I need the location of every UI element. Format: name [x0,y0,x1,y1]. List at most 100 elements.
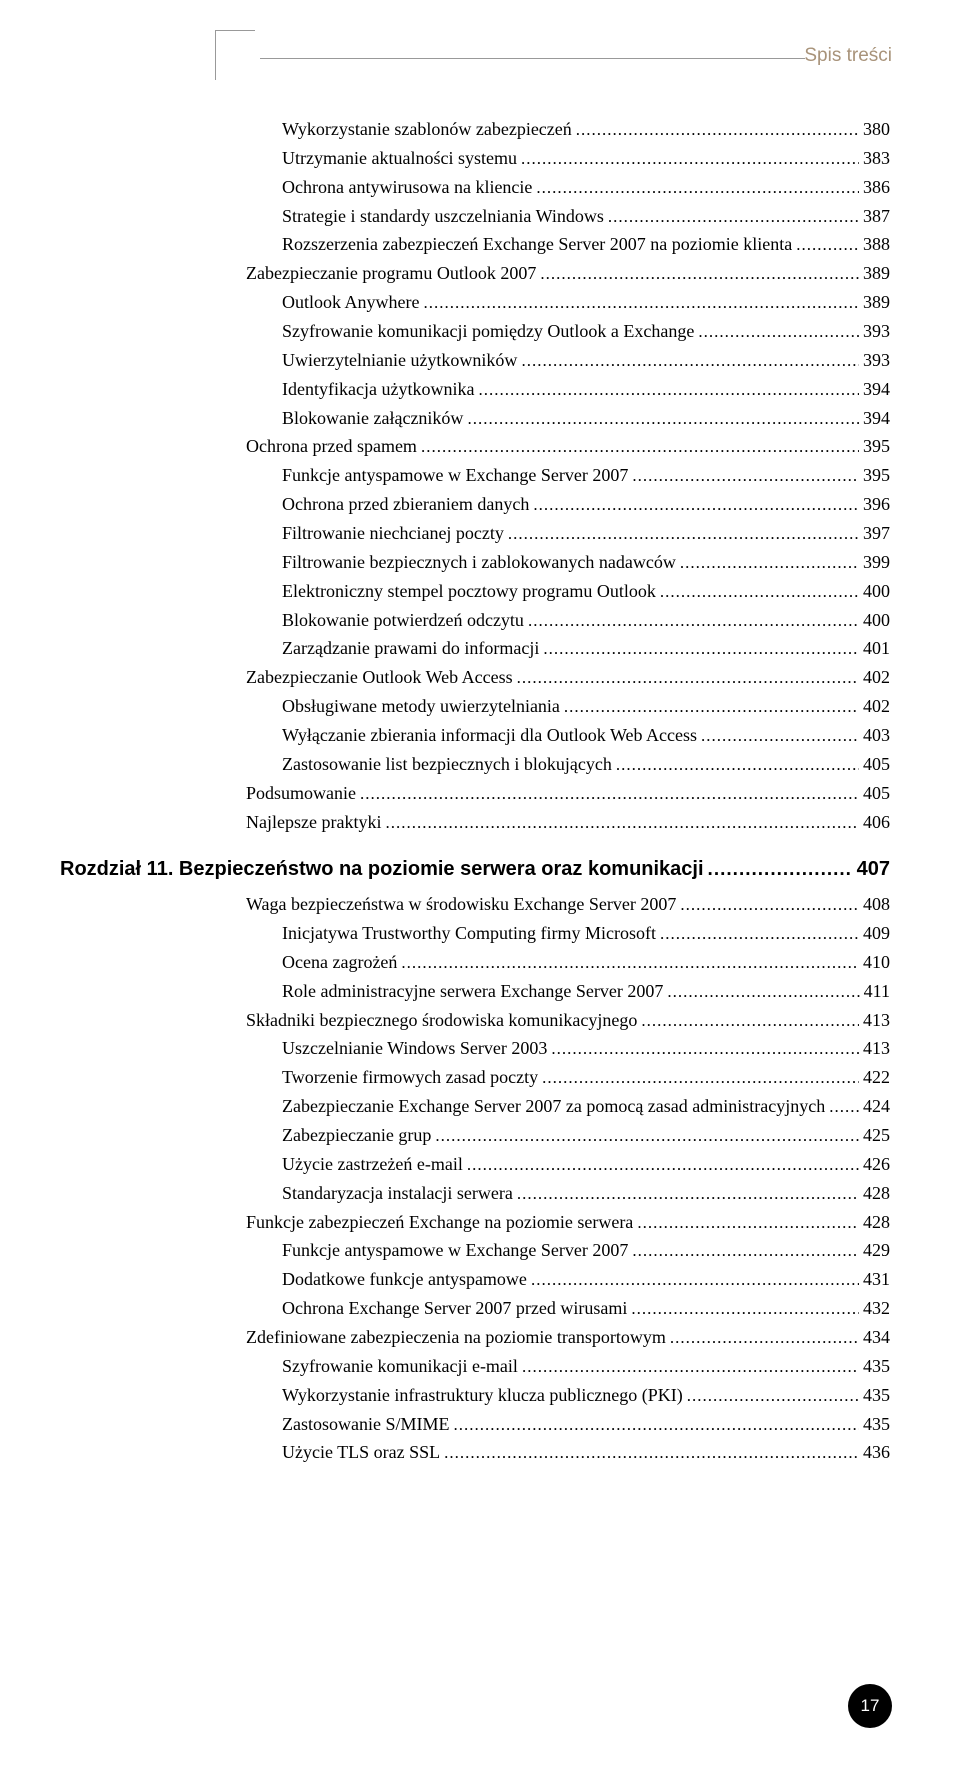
toc-entry: Użycie zastrzeżeń e-mail426 [210,1150,890,1179]
toc-entry: Składniki bezpiecznego środowiska komuni… [210,1006,890,1035]
toc-leader-dots [522,1352,859,1381]
page-number: 17 [861,1696,880,1716]
toc-entry-page: 395 [863,432,890,460]
toc-entry-title: Najlepsze praktyki [246,808,381,836]
toc-leader-dots [660,577,859,606]
toc-entry-page: 428 [863,1208,890,1236]
toc-entry-title: Zastosowanie S/MIME [282,1410,449,1438]
toc-entry-page: 408 [863,890,890,918]
toc-entry: Zabezpieczanie Exchange Server 2007 za p… [210,1092,890,1121]
toc-entry-page: 388 [863,230,890,258]
toc-entry-page: 396 [863,490,890,518]
toc-leader-dots [670,1323,859,1352]
toc-entry-title: Użycie zastrzeżeń e-mail [282,1150,463,1178]
toc-entry: Inicjatywa Trustworthy Computing firmy M… [210,919,890,948]
toc-entry: Wyłączanie zbierania informacji dla Outl… [210,721,890,750]
toc-entry-page: 399 [863,548,890,576]
toc-entry-title: Podsumowanie [246,779,356,807]
toc-leader-dots [637,1208,859,1237]
toc-entry-title: Strategie i standardy uszczelniania Wind… [282,202,604,230]
toc-entry: Ochrona antywirusowa na kliencie386 [210,173,890,202]
toc-leader-dots [660,919,859,948]
toc-entry-title: Blokowanie załączników [282,404,463,432]
toc-leader-dots [540,259,859,288]
toc-entry-title: Uszczelnianie Windows Server 2003 [282,1034,547,1062]
toc-entry-title: Ochrona przed spamem [246,432,417,460]
toc-entry: Podsumowanie 405 [210,779,890,808]
toc-entry: Blokowanie potwierdzeń odczytu 400 [210,606,890,635]
toc-entry-page: 432 [863,1294,890,1322]
page-number-badge: 17 [848,1684,892,1728]
header-label: Spis treści [804,45,892,67]
toc-entry-page: 389 [863,288,890,316]
toc-leader-dots [551,1034,859,1063]
toc-entry: Zabezpieczanie grup 425 [210,1121,890,1150]
toc-entry: Ochrona Exchange Server 2007 przed wirus… [210,1294,890,1323]
toc-entry: Elektroniczny stempel pocztowy programu … [210,577,890,606]
toc-entry-page: 397 [863,519,890,547]
toc-leader-dots [536,173,859,202]
toc-leader-dots [687,1381,859,1410]
toc-entry-page: 406 [863,808,890,836]
toc-entry-page: 394 [863,375,890,403]
toc-entry: Identyfikacja użytkownika 394 [210,375,890,404]
toc-leader-dots [564,692,859,721]
toc-entry-title: Zabezpieczanie grup [282,1121,431,1149]
toc-entry-page: 409 [863,919,890,947]
toc-entry: Role administracyjne serwera Exchange Se… [210,977,890,1006]
table-of-contents: Wykorzystanie szablonów zabezpieczeń380U… [210,115,890,1467]
toc-leader-dots [667,977,859,1006]
toc-leader-dots [517,663,859,692]
toc-entry: Blokowanie załączników394 [210,404,890,433]
toc-entry: Zdefiniowane zabezpieczenia na poziomie … [210,1323,890,1352]
toc-entry-title: Funkcje zabezpieczeń Exchange na poziomi… [246,1208,633,1236]
toc-entry: Ochrona przed zbieraniem danych396 [210,490,890,519]
toc-entry-page: 395 [863,461,890,489]
toc-leader-dots [467,1150,859,1179]
toc-leader-dots [533,490,859,519]
toc-entry-page: 389 [863,259,890,287]
toc-leader-dots [467,404,859,433]
toc-entry-title: Elektroniczny stempel pocztowy programu … [282,577,656,605]
toc-entry-page: 431 [863,1265,890,1293]
toc-entry-page: 400 [863,606,890,634]
toc-entry-title: Uwierzytelnianie użytkowników [282,346,517,374]
toc-leader-dots [453,1410,859,1439]
toc-entry-page: 386 [863,173,890,201]
toc-entry: Rozszerzenia zabezpieczeń Exchange Serve… [210,230,890,259]
toc-entry-title: Blokowanie potwierdzeń odczytu [282,606,524,634]
toc-entry: Wykorzystanie infrastruktury klucza publ… [210,1381,890,1410]
toc-leader-dots [435,1121,859,1150]
toc-entry-title: Filtrowanie niechcianej poczty [282,519,504,547]
chapter-leader-dots [708,854,853,886]
toc-entry-title: Wykorzystanie infrastruktury klucza publ… [282,1381,683,1409]
toc-entry-page: 402 [863,692,890,720]
toc-entry: Użycie TLS oraz SSL436 [210,1438,890,1467]
toc-entry: Standaryzacja instalacji serwera428 [210,1179,890,1208]
toc-leader-dots [543,634,859,663]
toc-entry: Uszczelnianie Windows Server 2003413 [210,1034,890,1063]
toc-entry: Outlook Anywhere389 [210,288,890,317]
toc-entry: Filtrowanie niechcianej poczty 397 [210,519,890,548]
toc-entry: Wykorzystanie szablonów zabezpieczeń380 [210,115,890,144]
toc-entry-title: Wyłączanie zbierania informacji dla Outl… [282,721,697,749]
toc-entry-page: 410 [863,948,890,976]
toc-entry-page: 435 [863,1410,890,1438]
toc-entry-page: 422 [863,1063,890,1091]
toc-entry: Funkcje antyspamowe w Exchange Server 20… [210,1236,890,1265]
toc-entry-title: Zabezpieczanie Outlook Web Access [246,663,513,691]
toc-leader-dots [632,461,859,490]
toc-leader-dots [576,115,859,144]
toc-entry-title: Identyfikacja użytkownika [282,375,474,403]
toc-entry: Szyfrowanie komunikacji pomiędzy Outlook… [210,317,890,346]
toc-entry: Filtrowanie bezpiecznych i zablokowanych… [210,548,890,577]
toc-entry-title: Tworzenie firmowych zasad poczty [282,1063,538,1091]
toc-entry-page: 405 [863,779,890,807]
toc-leader-dots [531,1265,859,1294]
toc-entry-page: 425 [863,1121,890,1149]
toc-entry: Utrzymanie aktualności systemu383 [210,144,890,173]
toc-entry-title: Dodatkowe funkcje antyspamowe [282,1265,527,1293]
toc-leader-dots [521,144,859,173]
toc-entry: Zabezpieczanie Outlook Web Access402 [210,663,890,692]
toc-entry-title: Funkcje antyspamowe w Exchange Server 20… [282,461,628,489]
